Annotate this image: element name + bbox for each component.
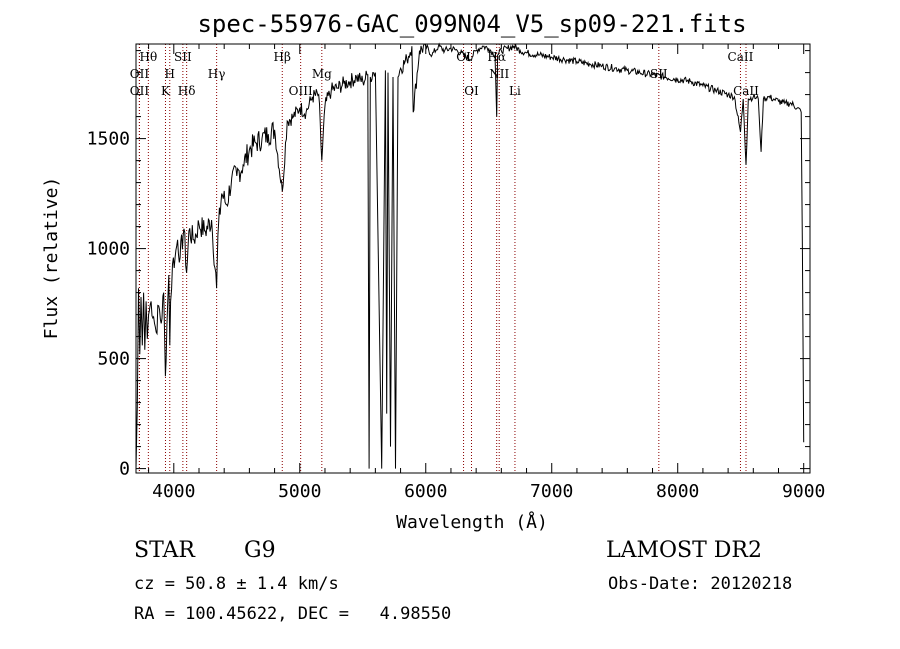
axis-tick-labels: 4000 5000 6000 7000 8000 9000 0 500 1000 1500 [87,129,826,502]
object-subclass: G9 [244,538,276,563]
line-label-2: OII [130,84,150,98]
plot-frame [135,43,811,474]
x-tick-label-3: 7000 [530,481,573,502]
axis-ticks [136,44,810,473]
y-tick-label-2: 1000 [87,239,130,260]
x-axis-label: Wavelength (Å) [396,511,548,533]
y-tick-label-3: 1500 [87,129,130,150]
y-tick-label-1: 500 [97,349,130,370]
line-label-5: SII [174,50,192,64]
x-tick-label-2: 6000 [404,481,447,502]
line-label-8: Hβ [274,50,291,64]
y-tick-label-0: 0 [119,459,130,480]
line-label-15: Li [509,84,521,98]
x-tick-label-1: 5000 [278,481,321,502]
line-label-0: Hθ [139,50,157,64]
line-label-9: OIII [289,84,313,98]
line-label-12: OI [464,84,479,98]
spectral-line-labels: HθOIIOIIHKSIIHδHγHβOIIIMgOIOIHαNIILiSIIC… [130,50,759,98]
line-label-3: H [165,67,175,81]
line-label-18: CaII [733,84,759,98]
object-class: STAR [134,538,195,563]
line-label-17: CaII [728,50,754,64]
chart-title: spec-55976-GAC_099N04_V5_sp09-221.fits [197,10,746,38]
line-label-4: K [161,84,171,98]
coordinates: RA = 100.45622, DEC = 4.98550 [134,604,452,624]
x-tick-label-5: 9000 [782,481,825,502]
line-label-14: NII [489,67,509,81]
spectrum-trace [135,42,805,469]
spectral-line-markers [138,44,747,473]
redshift-cz: cz = 50.8 ± 1.4 km/s [134,574,339,594]
survey-name: LAMOST DR2 [606,538,762,563]
line-label-7: Hγ [208,67,226,81]
line-label-6: Hδ [178,84,196,98]
x-tick-label-4: 8000 [656,481,699,502]
x-tick-label-0: 4000 [152,481,195,502]
observation-date: Obs-Date: 20120218 [608,574,793,594]
y-axis-label: Flux (relative) [41,177,62,340]
line-label-10: Mg [312,67,332,81]
line-label-1: OII [130,67,150,81]
